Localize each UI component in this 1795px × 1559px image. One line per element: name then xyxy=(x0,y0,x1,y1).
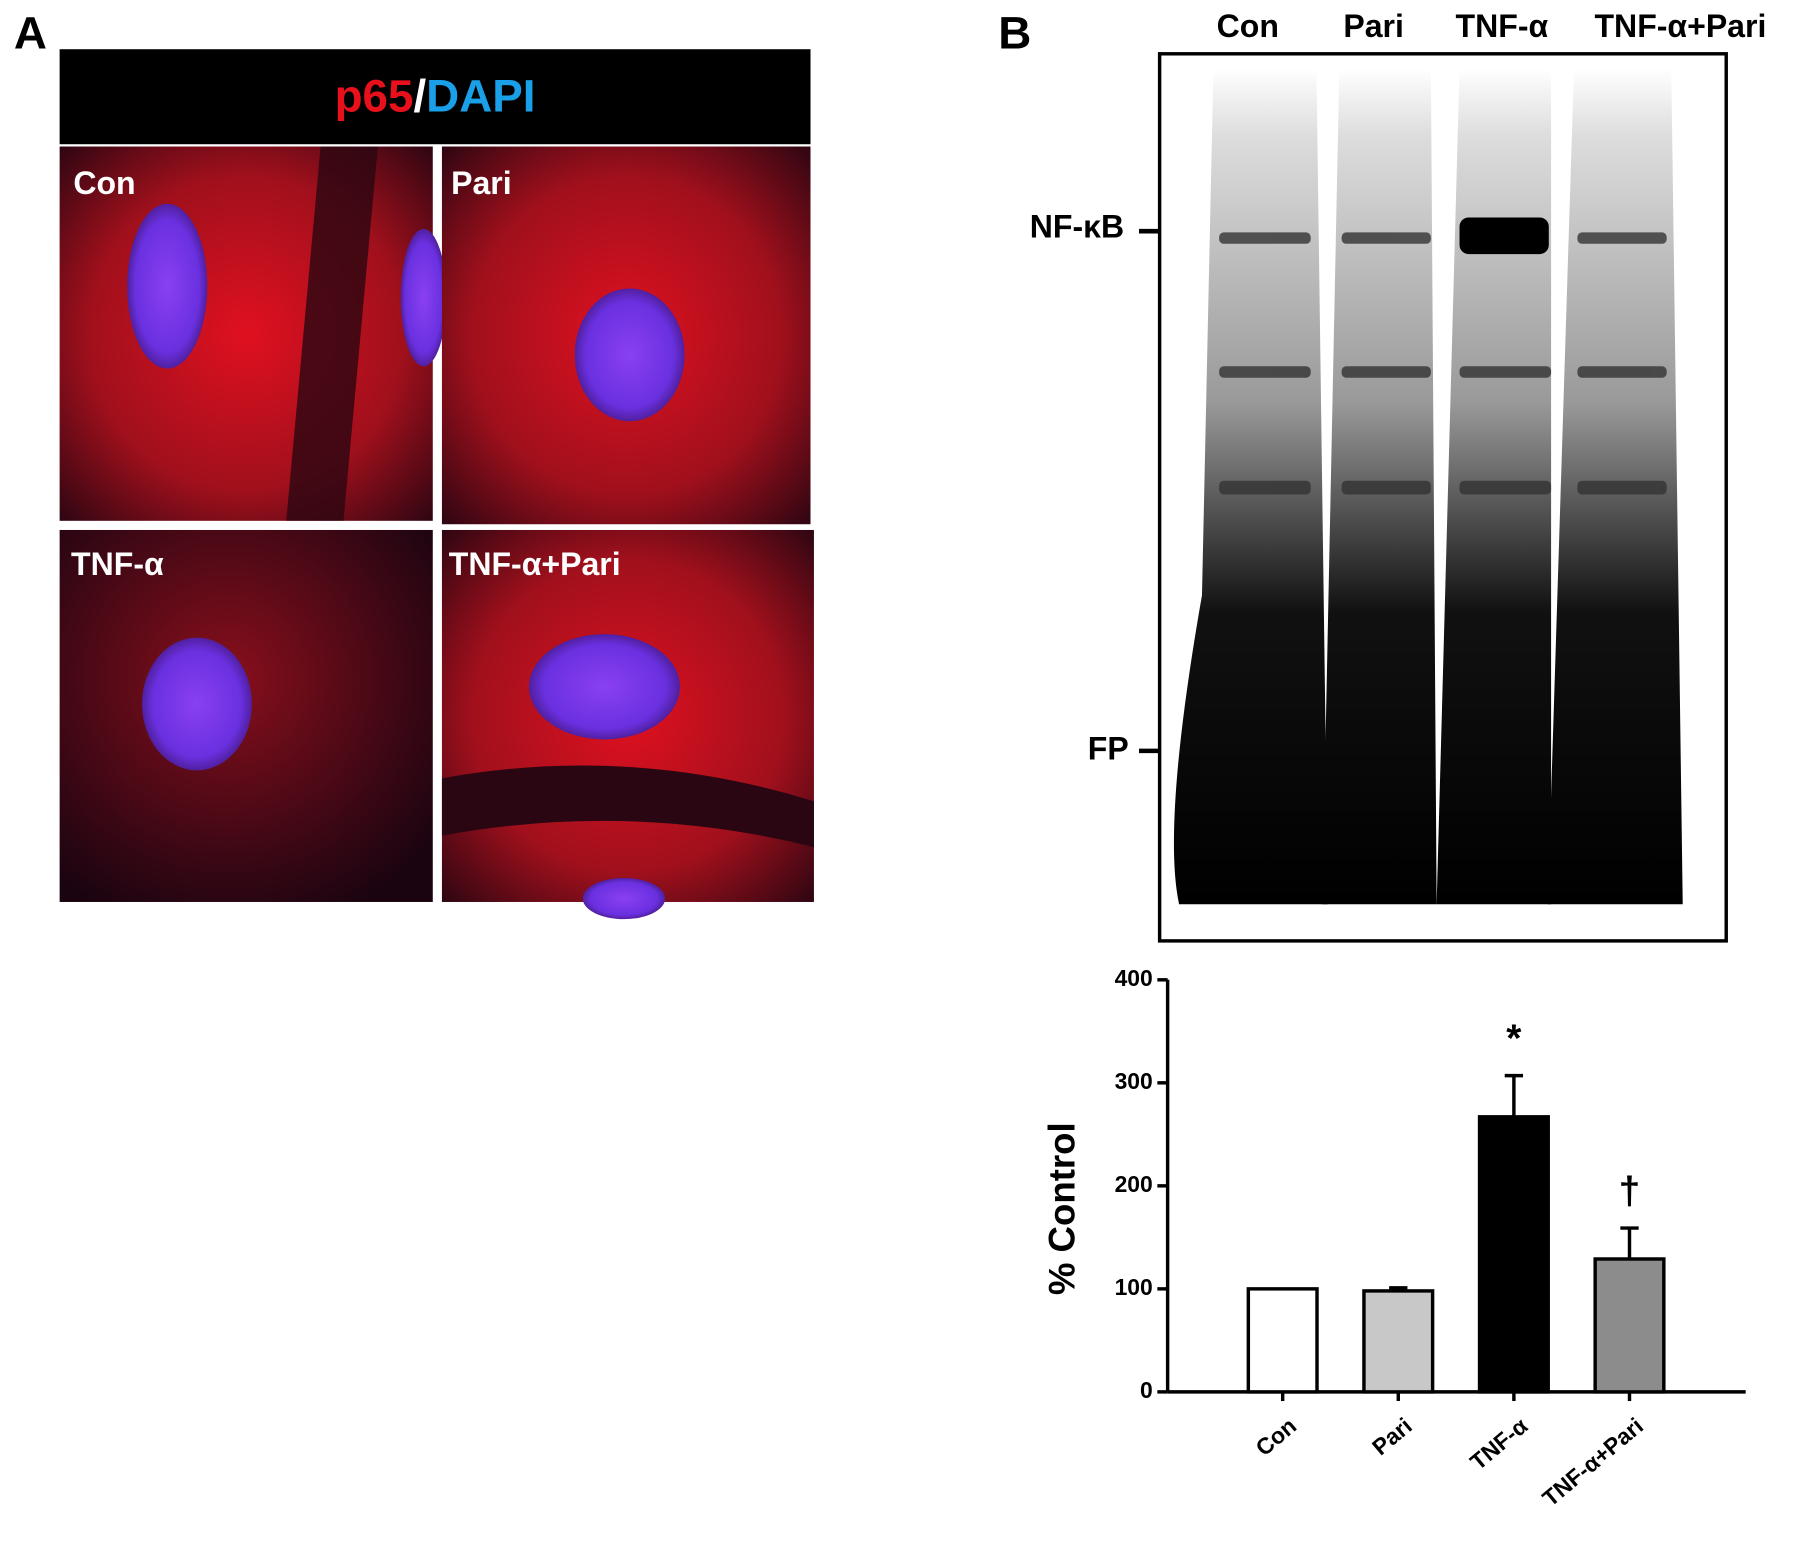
bar xyxy=(1477,1115,1550,1394)
stain-header: p65/DAPI xyxy=(335,71,536,122)
bar xyxy=(1593,1257,1666,1394)
band xyxy=(1341,480,1431,495)
nucleus xyxy=(528,634,681,740)
nucleus xyxy=(142,637,252,771)
lane-label: Con xyxy=(1217,8,1279,44)
lane-label: TNF-α+Pari xyxy=(1594,8,1766,44)
band-strong xyxy=(1459,217,1549,255)
band xyxy=(1459,366,1552,378)
stain-slash: / xyxy=(413,71,426,122)
lane-label: TNF-α xyxy=(1456,8,1549,44)
band xyxy=(1577,232,1667,244)
image-label: Pari xyxy=(451,165,512,201)
annotation: † xyxy=(1619,1170,1641,1213)
image-label: Con xyxy=(73,165,135,201)
image-label: TNF-α xyxy=(71,546,164,582)
shadow xyxy=(286,146,378,521)
nucleus xyxy=(574,288,685,422)
bar-chart: 0 100 200 300 400 % Control Con Pari TNF-α TNF-α+… xyxy=(1041,965,1746,1511)
bar xyxy=(1362,1289,1435,1394)
gel-lanes xyxy=(1173,68,1683,905)
band xyxy=(1341,232,1431,244)
panel-letter: B xyxy=(998,8,1031,59)
y-tick-label: 0 xyxy=(1140,1377,1153,1403)
y-tick-label: 300 xyxy=(1115,1068,1153,1094)
band xyxy=(1219,232,1311,244)
image-label: TNF-α+Pari xyxy=(449,546,621,582)
band xyxy=(1577,480,1667,495)
band xyxy=(1577,366,1667,378)
stain-p65: p65 xyxy=(335,71,414,122)
y-tick-label: 200 xyxy=(1115,1171,1153,1197)
nucleus xyxy=(127,203,208,369)
band xyxy=(1219,366,1311,378)
micrograph xyxy=(59,146,433,521)
y-tick-label: 400 xyxy=(1115,965,1153,991)
annotation: * xyxy=(1506,1018,1522,1061)
band xyxy=(1341,366,1431,378)
stain-dapi: DAPI xyxy=(426,71,535,122)
y-tick-label: 100 xyxy=(1115,1274,1153,1300)
panel-letter: A xyxy=(14,8,47,59)
band xyxy=(1219,480,1311,495)
bar xyxy=(1246,1287,1319,1394)
marker-label: FP xyxy=(1088,730,1129,766)
y-axis-label: % Control xyxy=(1041,1122,1082,1295)
lane-label: Pari xyxy=(1343,8,1404,44)
shadow xyxy=(441,765,814,848)
x-tick-label: Con xyxy=(1250,1412,1301,1461)
nucleus xyxy=(400,228,447,367)
header-bar xyxy=(59,49,811,145)
x-tick-label: TNF-α xyxy=(1465,1412,1532,1474)
nucleus xyxy=(582,877,666,920)
x-tick-label: Pari xyxy=(1367,1412,1417,1460)
x-tick-label: TNF-α+Pari xyxy=(1537,1412,1648,1511)
marker-label: NF-κB xyxy=(1030,208,1124,244)
band xyxy=(1459,480,1552,495)
